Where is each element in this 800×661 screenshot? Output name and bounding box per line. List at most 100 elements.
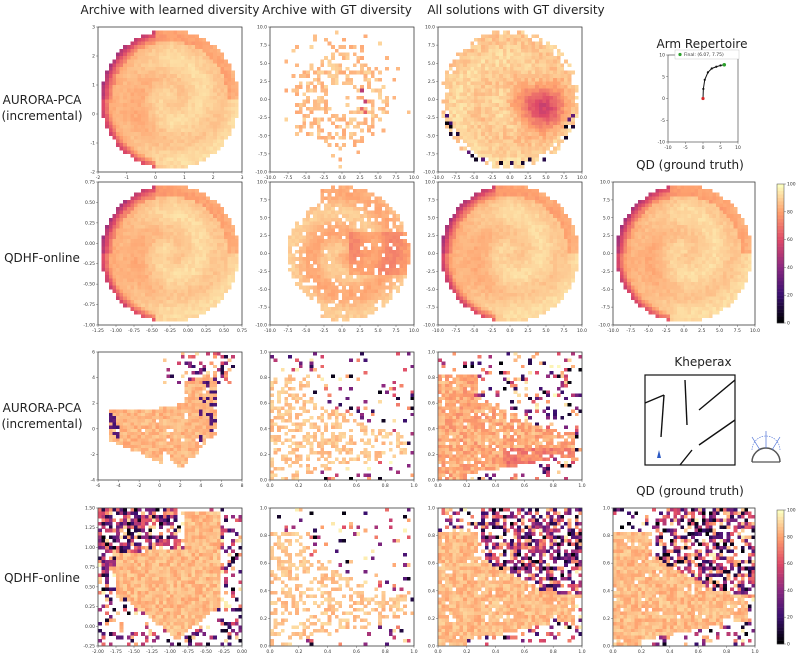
heatmap-cell (324, 196, 328, 201)
heatmap-cell (345, 121, 350, 126)
heatmap-cell (152, 189, 156, 193)
heatmap-cell (213, 303, 217, 308)
heatmap-cell (202, 153, 207, 158)
heatmap-cell (170, 189, 174, 193)
heatmap-cell (345, 274, 350, 279)
heatmap-cell (148, 139, 153, 144)
x-tick-label: 3 (241, 175, 244, 181)
heatmap-cell (231, 106, 235, 111)
heatmap-cell (108, 282, 113, 286)
heatmap-cell (148, 267, 153, 272)
heatmap-cell (148, 303, 153, 308)
heatmap-cell (456, 52, 460, 57)
heatmap-cell (506, 121, 511, 126)
heatmap-cell (170, 278, 174, 283)
heatmap-r1c1: -10.0 -7.5 -5.0 -2.5 0.0 2.5 5.0 7.5 10.010.07.5… (255, 180, 419, 335)
heatmap-cell (184, 150, 189, 155)
heatmap-cell (370, 278, 375, 283)
heatmap-cell (162, 289, 167, 293)
heatmap-cell (141, 150, 145, 155)
heatmap-cell (152, 224, 156, 229)
heatmap-cell (334, 210, 339, 215)
heatmap-cell (209, 264, 214, 268)
heatmap-cell (152, 307, 156, 311)
heatmap-cell (216, 224, 221, 229)
heatmap-cell (134, 121, 138, 126)
heatmap-cell (574, 103, 579, 107)
heatmap-cell (152, 95, 156, 100)
heatmap-cell (374, 292, 379, 297)
heatmap-cell (224, 70, 228, 75)
heatmap-cell (531, 56, 536, 60)
heatmap-cell (198, 232, 203, 236)
x-tick-label: -2.5 (320, 175, 329, 181)
heatmap-cell (144, 196, 149, 201)
heatmap-cell (517, 70, 521, 75)
heatmap-cell (549, 121, 554, 126)
heatmap-cell (324, 264, 328, 268)
heatmap-cell (513, 153, 518, 158)
heatmap-cell (191, 63, 196, 68)
heatmap-cell (209, 103, 214, 107)
heatmap-cell (499, 214, 503, 218)
heatmap-cell (556, 121, 561, 126)
heatmap-cell (542, 196, 547, 201)
heatmap-cell (334, 221, 339, 226)
heatmap-cell (528, 99, 532, 104)
heatmap-cell (162, 249, 167, 254)
heatmap-cell (331, 207, 335, 211)
heatmap-cell (331, 63, 335, 68)
heatmap-cell (166, 210, 171, 215)
heatmap-cell (531, 70, 536, 75)
heatmap-cell (466, 95, 471, 100)
heatmap-cell (155, 92, 160, 97)
heatmap-cell (567, 99, 572, 104)
heatmap-cell (466, 56, 471, 60)
heatmap-cell (141, 249, 145, 254)
heatmap-cell (141, 310, 145, 315)
heatmap-cell (119, 282, 124, 286)
y-tick-label: 7.5 (428, 43, 435, 49)
heatmap-cell (206, 110, 210, 115)
row-label-aurora-2a: AURORA-PCA (3, 401, 83, 415)
heatmap-cell (213, 274, 217, 279)
heatmap-cell (370, 267, 375, 272)
heatmap-cell (177, 221, 181, 226)
heatmap-cell (119, 99, 124, 104)
heatmap-cell (130, 106, 135, 111)
x-tick-label: 2.5 (356, 175, 363, 181)
heatmap-cell (112, 221, 117, 226)
heatmap-cell (466, 150, 471, 155)
heatmap-cell (224, 99, 228, 104)
heatmap-cell (513, 52, 518, 57)
heatmap-cell (141, 246, 145, 251)
heatmap-cell (108, 253, 113, 258)
heatmap-cell (166, 70, 171, 75)
heatmap-cell (206, 88, 210, 93)
heatmap-cell (360, 48, 364, 53)
heatmap-cell (159, 128, 163, 133)
heatmap-cell (298, 267, 303, 272)
heatmap-cell (159, 85, 163, 89)
heatmap-cell (162, 278, 167, 283)
heatmap-cell (302, 285, 307, 290)
heatmap-cell (463, 217, 467, 222)
heatmap-cell (441, 99, 446, 104)
heatmap-cell (352, 221, 357, 226)
heatmap-cell (502, 185, 507, 190)
heatmap-cell (459, 217, 464, 222)
heatmap-cell (367, 81, 371, 86)
heatmap-cell (349, 253, 353, 258)
heatmap-cell (542, 207, 547, 211)
heatmap-cell (448, 66, 453, 71)
heatmap-cell (195, 235, 199, 240)
heatmap-cell (396, 267, 400, 272)
heatmap-cell (392, 274, 397, 279)
heatmap-cell (144, 271, 149, 276)
heatmap-cell (327, 235, 332, 240)
heatmap-cell (517, 77, 521, 82)
heatmap-cell (488, 99, 493, 104)
heatmap-cell (191, 59, 196, 64)
heatmap-cell (334, 114, 339, 118)
heatmap-cell (195, 314, 199, 318)
